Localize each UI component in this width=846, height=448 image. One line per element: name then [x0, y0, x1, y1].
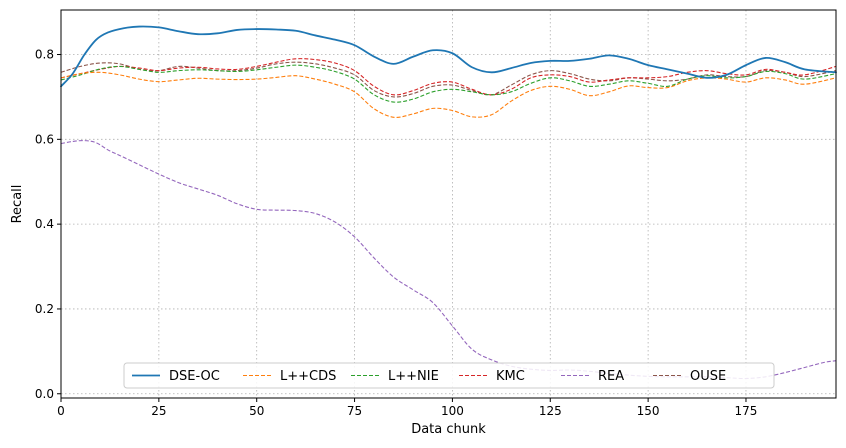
legend-label: L++CDS — [280, 369, 336, 384]
y-tick-label: 0.4 — [35, 217, 54, 231]
legend-label: L++NIE — [388, 369, 439, 384]
legend-label: OUSE — [690, 369, 726, 384]
legend-label: KMC — [496, 369, 525, 384]
x-tick-label: 75 — [347, 404, 362, 418]
series-lines — [60, 25, 837, 380]
legend-box — [123, 362, 775, 389]
x-tick-label: 0 — [57, 404, 65, 418]
y-axis-label: Recall — [10, 185, 25, 224]
x-tick-label: 125 — [539, 404, 562, 418]
axes-frame — [60, 9, 837, 399]
x-tick-label: 50 — [249, 404, 264, 418]
y-tick-label: 0.2 — [35, 302, 54, 316]
y-tick-label: 0.6 — [35, 132, 54, 146]
legend-label: REA — [598, 369, 624, 384]
legend: DSE-OC L++CDS L++NIE KMC REA OUSE — [123, 362, 775, 389]
x-tick-label: 150 — [637, 404, 660, 418]
x-tick-label: 100 — [441, 404, 464, 418]
y-tick-label: 0.0 — [35, 387, 54, 401]
grid-lines — [60, 10, 836, 398]
series-line-dse-oc — [60, 25, 837, 88]
series-line-kmc — [60, 58, 837, 96]
axis-ticks: 0 25 50 75 100 125 150 175 0.0 0.2 0.4 0.6 0.8 — [35, 48, 758, 418]
legend-label: DSE-OC — [169, 369, 220, 384]
series-line-rea — [60, 140, 837, 380]
series-line-l-cds — [60, 71, 837, 118]
x-axis-label: Data chunk — [411, 422, 486, 437]
series-line-ouse — [60, 61, 837, 98]
series-line-l-nie — [60, 64, 837, 103]
x-tick-label: 175 — [735, 404, 758, 418]
y-tick-label: 0.8 — [35, 48, 54, 62]
x-tick-label: 25 — [151, 404, 166, 418]
